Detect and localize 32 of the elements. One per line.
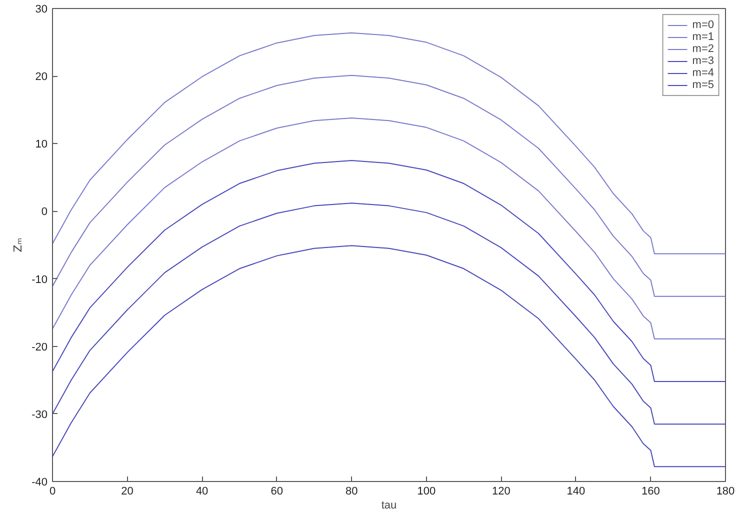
x-tick-label: 160 — [642, 486, 660, 498]
x-tick-label: 120 — [492, 486, 510, 498]
x-tick-label: 180 — [716, 486, 735, 498]
x-axis-title: tau — [381, 500, 397, 512]
y-tick-label: 10 — [35, 138, 48, 151]
y-tick-label: -10 — [32, 274, 48, 286]
x-tick-label: 20 — [121, 486, 134, 498]
x-tick-label: 140 — [566, 486, 586, 498]
legend-label: m=3 — [692, 55, 714, 67]
x-tick-label: 80 — [345, 486, 358, 498]
y-tick-label: 30 — [35, 4, 48, 16]
legend-label: m=5 — [692, 79, 714, 91]
y-tick-label: 0 — [41, 206, 48, 218]
y-tick-label: -20 — [32, 341, 48, 354]
line-series — [52, 160, 726, 382]
line-series — [52, 245, 726, 468]
x-tick-label: 0 — [49, 486, 56, 498]
y-tick-label: 20 — [35, 71, 48, 84]
x-tick-label: 60 — [270, 486, 283, 498]
line-series — [52, 32, 726, 254]
line-series — [52, 74, 726, 297]
x-tick-label: 100 — [417, 486, 436, 498]
legend-label: m=4 — [692, 67, 714, 79]
line-series — [52, 202, 726, 425]
y-axis-title: Zₘ — [12, 238, 25, 252]
legend-label: m=2 — [692, 43, 714, 55]
legend-label: m=0 — [692, 19, 714, 31]
x-tick-label: 40 — [196, 486, 208, 498]
y-tick-label: -40 — [32, 476, 48, 488]
legend-label: m=1 — [692, 31, 714, 43]
line-series — [52, 117, 726, 340]
y-tick-label: -30 — [32, 408, 48, 421]
